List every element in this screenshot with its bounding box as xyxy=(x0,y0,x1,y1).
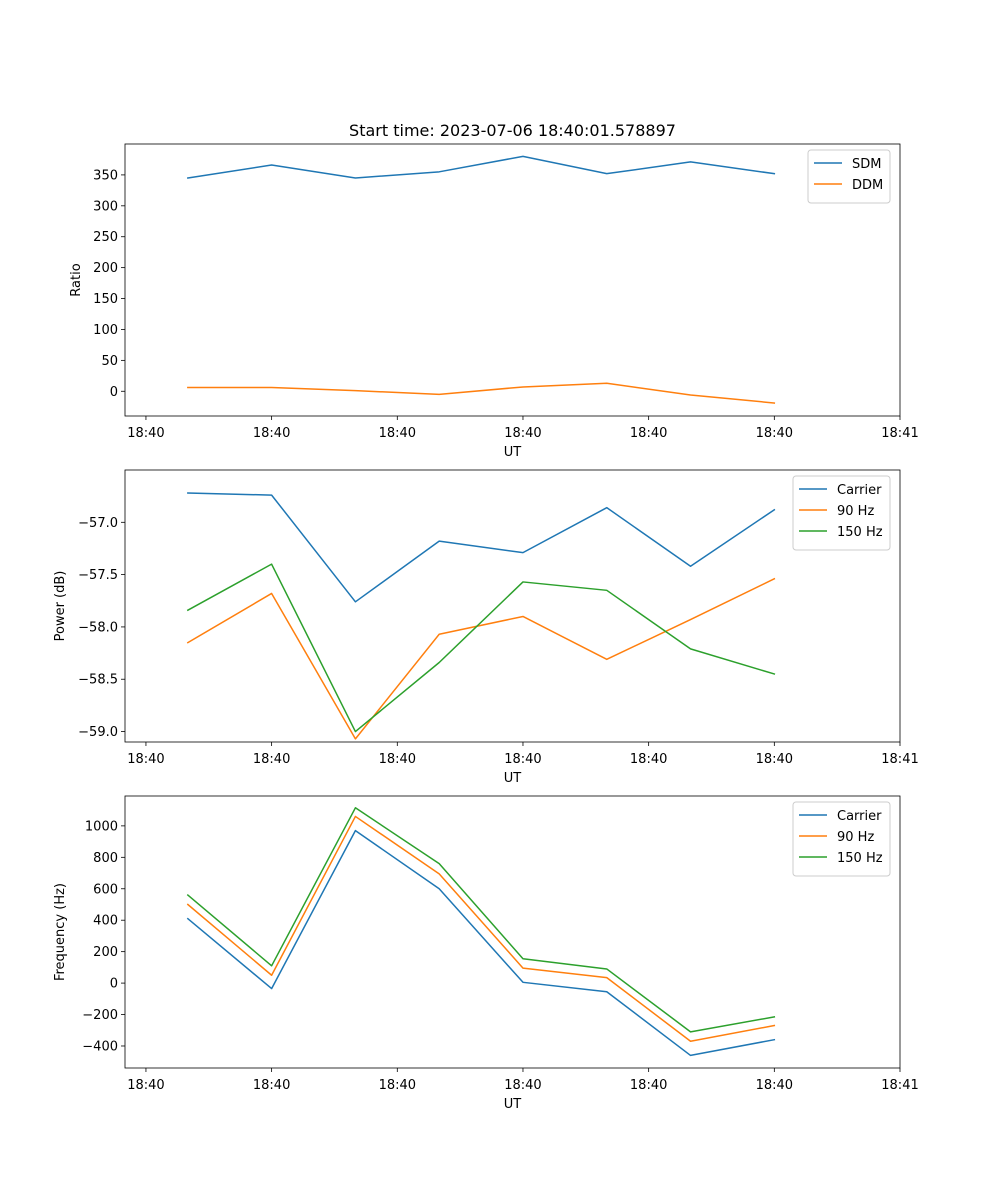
series-line-carrier xyxy=(186,829,776,1057)
x-tick-label: 18:40 xyxy=(127,1078,164,1093)
chart-panel-2: 18:40 18:40 18:40 18:40 18:40 18:40 18:41 −59.0… xyxy=(53,469,919,786)
y-tick-label: 0 xyxy=(110,385,118,400)
y-tick-label: −57.5 xyxy=(78,568,118,583)
x-tick-label: 18:40 xyxy=(379,1078,416,1093)
x-tick-label: 18:40 xyxy=(504,426,541,441)
x-tick-label: 18:40 xyxy=(379,426,416,441)
y-tick-label: 350 xyxy=(93,168,118,183)
y-axis-label: Power (dB) xyxy=(53,571,68,642)
series-line-ddm xyxy=(187,382,776,404)
x-tick-label: 18:41 xyxy=(881,1078,918,1093)
y-tick-label: 250 xyxy=(93,230,118,245)
legend-label: 150 Hz xyxy=(837,525,883,540)
chart-title: Start time: 2023-07-06 18:40:01.578897 xyxy=(349,121,676,140)
y-tick-label: 200 xyxy=(93,261,118,276)
y-tick-label: 400 xyxy=(93,914,118,929)
x-tick-label: 18:40 xyxy=(253,426,290,441)
x-tick-label: 18:40 xyxy=(756,426,793,441)
legend: SDM DDM xyxy=(807,149,891,204)
y-tick-label: 600 xyxy=(93,882,118,897)
x-tick-label: 18:40 xyxy=(630,752,667,767)
y-axis-label: Frequency (Hz) xyxy=(53,883,68,981)
legend-label: Carrier xyxy=(837,809,882,824)
chart-panel-3: 18:40 18:40 18:40 18:40 18:40 18:40 18:41 −400 −… xyxy=(53,795,919,1112)
y-tick-label: 150 xyxy=(93,292,118,307)
y-axis-label: Ratio xyxy=(69,263,84,296)
legend-label: Carrier xyxy=(837,483,882,498)
x-axis-label: UT xyxy=(504,1097,522,1112)
y-tick-label: −400 xyxy=(82,1039,118,1054)
x-tick-label: 18:40 xyxy=(756,1078,793,1093)
x-tick-label: 18:40 xyxy=(127,752,164,767)
x-tick-label: 18:41 xyxy=(881,752,918,767)
y-tick-label: 200 xyxy=(93,945,118,960)
series-line-90-hz xyxy=(186,815,776,1043)
y-tick-label: −58.5 xyxy=(78,673,118,688)
y-tick-label: 100 xyxy=(93,323,118,338)
x-tick-label: 18:41 xyxy=(881,426,918,441)
x-tick-label: 18:40 xyxy=(504,1078,541,1093)
x-tick-label: 18:40 xyxy=(630,426,667,441)
y-tick-label: −57.0 xyxy=(78,516,118,531)
series-line-150-hz xyxy=(186,563,776,733)
x-tick-label: 18:40 xyxy=(630,1078,667,1093)
legend-label: 150 Hz xyxy=(837,851,883,866)
series-line-carrier xyxy=(187,492,776,603)
y-tick-label: 1000 xyxy=(85,819,118,834)
y-tick-label: −58.0 xyxy=(78,620,118,635)
y-tick-label: 50 xyxy=(101,354,118,369)
y-tick-label: −200 xyxy=(82,1008,118,1023)
x-tick-label: 18:40 xyxy=(379,752,416,767)
series-line-90-hz xyxy=(186,577,776,740)
y-tick-label: 0 xyxy=(110,977,118,992)
chart-panel-1: Start time: 2023-07-06 18:40:01.578897 18… xyxy=(69,121,919,460)
x-tick-label: 18:40 xyxy=(127,426,164,441)
x-tick-label: 18:40 xyxy=(253,752,290,767)
x-axis-label: UT xyxy=(504,445,522,460)
x-tick-label: 18:40 xyxy=(756,752,793,767)
legend-label: 90 Hz xyxy=(837,830,874,845)
x-tick-label: 18:40 xyxy=(504,752,541,767)
legend-label: 90 Hz xyxy=(837,504,874,519)
y-tick-label: 300 xyxy=(93,199,118,214)
axes-frame xyxy=(124,795,901,1069)
series-line-sdm xyxy=(186,155,776,179)
series-line-150-hz xyxy=(186,807,776,1033)
legend: Carrier 90 Hz 150 Hz xyxy=(792,475,891,551)
axes-frame xyxy=(124,143,901,417)
legend-label: SDM xyxy=(852,157,881,172)
x-tick-label: 18:40 xyxy=(253,1078,290,1093)
legend: Carrier 90 Hz 150 Hz xyxy=(792,801,891,877)
axes-frame xyxy=(124,469,901,743)
x-axis-label: UT xyxy=(504,771,522,786)
y-tick-label: −59.0 xyxy=(78,725,118,740)
legend-label: DDM xyxy=(852,178,883,193)
y-tick-label: 800 xyxy=(93,851,118,866)
